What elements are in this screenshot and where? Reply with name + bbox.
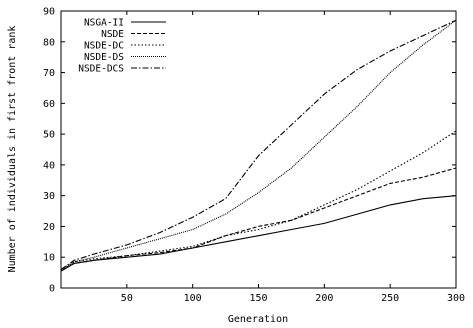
- x-tick-label: 50: [121, 293, 133, 304]
- axes: 0 10 20 30 40 50 60 70 80 90 50 100 150 200 250 300: [43, 7, 465, 305]
- y-tick-label: 70: [43, 68, 55, 79]
- y-tick-label: 0: [49, 284, 55, 295]
- series-line-nsde: [60, 167, 457, 272]
- y-axis-label: Number of individuals in first front ran…: [7, 26, 18, 273]
- x-tick-label: 200: [315, 293, 333, 304]
- legend-label: NSDE-DS: [84, 52, 124, 63]
- series-line-nsde-ds: [60, 19, 457, 270]
- x-tick-label: 100: [184, 293, 202, 304]
- y-tick-label: 20: [43, 222, 55, 233]
- y-tick-label: 40: [43, 160, 55, 171]
- x-tick-label: 250: [381, 293, 399, 304]
- x-tick-label: 150: [249, 293, 267, 304]
- plot-lines: [60, 19, 457, 272]
- x-axis-label: Generation: [228, 314, 288, 325]
- y-tick-label: 80: [43, 37, 55, 48]
- legend-label: NSDE-DC: [84, 41, 124, 52]
- y-tick-label: 90: [43, 7, 55, 18]
- legend-label: NSGA-II: [84, 18, 124, 29]
- legend-label: NSDE-DCS: [78, 64, 124, 75]
- y-tick-label: 30: [43, 191, 55, 202]
- series-line-nsga-ii: [60, 195, 457, 272]
- y-tick-label: 50: [43, 130, 55, 141]
- y-tick-label: 10: [43, 253, 55, 264]
- y-tick-label: 60: [43, 99, 55, 110]
- legend-label: NSDE: [101, 29, 124, 40]
- x-tick-label: 300: [447, 293, 465, 304]
- series-line-nsde-dcs: [60, 19, 457, 270]
